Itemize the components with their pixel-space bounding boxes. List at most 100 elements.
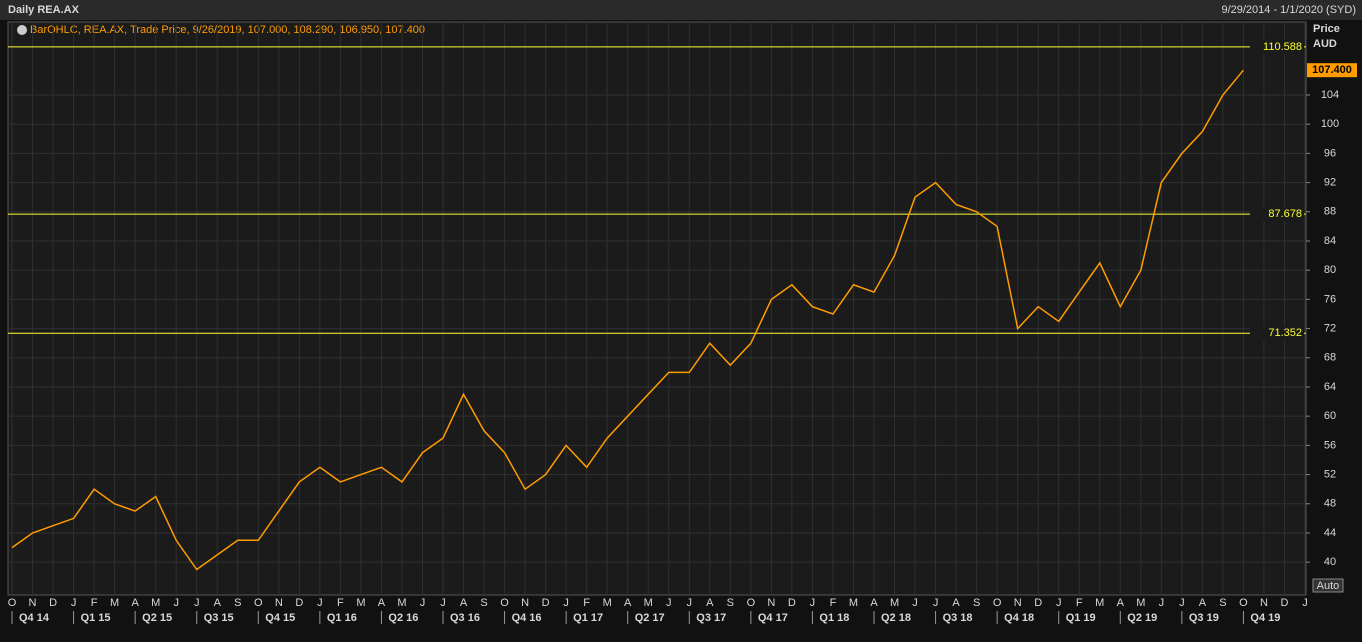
quarter-label: Q2 15 bbox=[142, 612, 172, 624]
y-tick-label: 96 bbox=[1324, 147, 1336, 159]
x-tick-label: D bbox=[295, 597, 303, 609]
x-tick-label: M bbox=[849, 597, 858, 609]
x-tick-label: J bbox=[1302, 597, 1308, 609]
x-tick-label: O bbox=[500, 597, 509, 609]
x-tick-label: D bbox=[49, 597, 57, 609]
x-tick-label: A bbox=[378, 597, 386, 609]
x-tick-label: O bbox=[1239, 597, 1248, 609]
quarter-label: Q1 19 bbox=[1066, 612, 1096, 624]
quarter-label: Q3 16 bbox=[450, 612, 480, 624]
x-tick-label: J bbox=[933, 597, 939, 609]
y-tick-label: 52 bbox=[1324, 468, 1336, 480]
x-tick-label: A bbox=[460, 597, 468, 609]
auto-button[interactable] bbox=[1312, 578, 1344, 593]
x-tick-label: D bbox=[1280, 597, 1288, 609]
y-tick-label: 48 bbox=[1324, 498, 1336, 510]
plot-area bbox=[7, 21, 1307, 596]
x-tick-label: J bbox=[420, 597, 426, 609]
quarter-label: Q4 18 bbox=[1004, 612, 1034, 624]
x-tick-label: J bbox=[666, 597, 672, 609]
x-tick-label: F bbox=[1076, 597, 1083, 609]
x-tick-label: N bbox=[1260, 597, 1268, 609]
chart-title: Daily REA.AX bbox=[8, 4, 80, 16]
y-axis-title: Price bbox=[1313, 23, 1340, 35]
quarter-label: Q4 17 bbox=[758, 612, 788, 624]
quarter-label: Q4 14 bbox=[19, 612, 50, 624]
level-label: 71.352 bbox=[1268, 327, 1302, 339]
level-label-bg bbox=[1250, 326, 1304, 341]
x-tick-label: S bbox=[1219, 597, 1226, 609]
x-tick-label: D bbox=[788, 597, 796, 609]
y-tick-label: 60 bbox=[1324, 410, 1336, 422]
x-tick-label: M bbox=[151, 597, 160, 609]
x-tick-label: F bbox=[91, 597, 98, 609]
level-label-bg bbox=[1250, 207, 1304, 222]
x-tick-label: M bbox=[397, 597, 406, 609]
x-tick-label: J bbox=[687, 597, 693, 609]
x-tick-label: N bbox=[275, 597, 283, 609]
x-tick-label: M bbox=[1136, 597, 1145, 609]
y-tick-label: 88 bbox=[1324, 206, 1336, 218]
y-tick-label: 104 bbox=[1321, 89, 1339, 101]
auto-label[interactable]: Auto bbox=[1317, 580, 1340, 592]
x-tick-label: N bbox=[521, 597, 529, 609]
quarter-label: Q2 18 bbox=[881, 612, 911, 624]
x-tick-label: A bbox=[706, 597, 714, 609]
x-tick-label: J bbox=[1056, 597, 1062, 609]
x-tick-label: A bbox=[131, 597, 139, 609]
x-tick-label: D bbox=[542, 597, 550, 609]
quarter-label: Q3 19 bbox=[1189, 612, 1219, 624]
x-tick-label: J bbox=[563, 597, 569, 609]
x-tick-label: M bbox=[644, 597, 653, 609]
title-bar bbox=[0, 0, 1362, 20]
x-tick-label: A bbox=[1117, 597, 1125, 609]
last-price-tag bbox=[1307, 63, 1357, 78]
x-tick-label: J bbox=[194, 597, 200, 609]
quarter-label: Q2 17 bbox=[635, 612, 665, 624]
legend-icon bbox=[17, 25, 27, 35]
quarter-label: Q2 19 bbox=[1127, 612, 1157, 624]
y-tick-label: 80 bbox=[1324, 264, 1336, 276]
quarter-label: Q4 16 bbox=[512, 612, 542, 624]
x-tick-label: O bbox=[747, 597, 756, 609]
x-tick-label: M bbox=[890, 597, 899, 609]
y-tick-label: 44 bbox=[1324, 527, 1336, 539]
y-tick-label: 76 bbox=[1324, 293, 1336, 305]
x-tick-label: J bbox=[1179, 597, 1185, 609]
level-label: 110.588 bbox=[1263, 41, 1302, 53]
date-range: 9/29/2014 - 1/1/2020 (SYD) bbox=[1221, 4, 1356, 16]
y-tick-label: 100 bbox=[1321, 118, 1339, 130]
x-tick-label: A bbox=[214, 597, 222, 609]
x-tick-label: D bbox=[1034, 597, 1042, 609]
y-tick-label: 68 bbox=[1324, 352, 1336, 364]
x-tick-label: A bbox=[624, 597, 632, 609]
x-tick-label: N bbox=[1014, 597, 1022, 609]
x-tick-label: N bbox=[29, 597, 37, 609]
quarter-label: Q1 16 bbox=[327, 612, 357, 624]
x-tick-label: O bbox=[993, 597, 1002, 609]
x-tick-label: S bbox=[973, 597, 980, 609]
x-tick-label: M bbox=[1095, 597, 1104, 609]
y-tick-label: 92 bbox=[1324, 176, 1336, 188]
quarter-label: Q3 18 bbox=[943, 612, 973, 624]
y-tick-label: 56 bbox=[1324, 439, 1336, 451]
x-tick-label: A bbox=[952, 597, 960, 609]
x-tick-label: O bbox=[8, 597, 17, 609]
quarter-label: Q3 15 bbox=[204, 612, 234, 624]
x-tick-label: A bbox=[870, 597, 878, 609]
x-tick-label: N bbox=[767, 597, 775, 609]
x-tick-label: J bbox=[440, 597, 446, 609]
last-price-label: 107.400 bbox=[1312, 64, 1352, 76]
x-tick-label: M bbox=[110, 597, 119, 609]
x-tick-label: J bbox=[317, 597, 323, 609]
level-label: 87.678 bbox=[1268, 208, 1302, 220]
y-tick-label: 84 bbox=[1324, 235, 1336, 247]
quarter-label: Q1 18 bbox=[819, 612, 849, 624]
level-label-bg bbox=[1250, 39, 1304, 54]
quarter-label: Q4 19 bbox=[1250, 612, 1280, 624]
quarter-label: Q4 15 bbox=[265, 612, 295, 624]
x-tick-label: S bbox=[727, 597, 734, 609]
x-tick-label: J bbox=[912, 597, 918, 609]
